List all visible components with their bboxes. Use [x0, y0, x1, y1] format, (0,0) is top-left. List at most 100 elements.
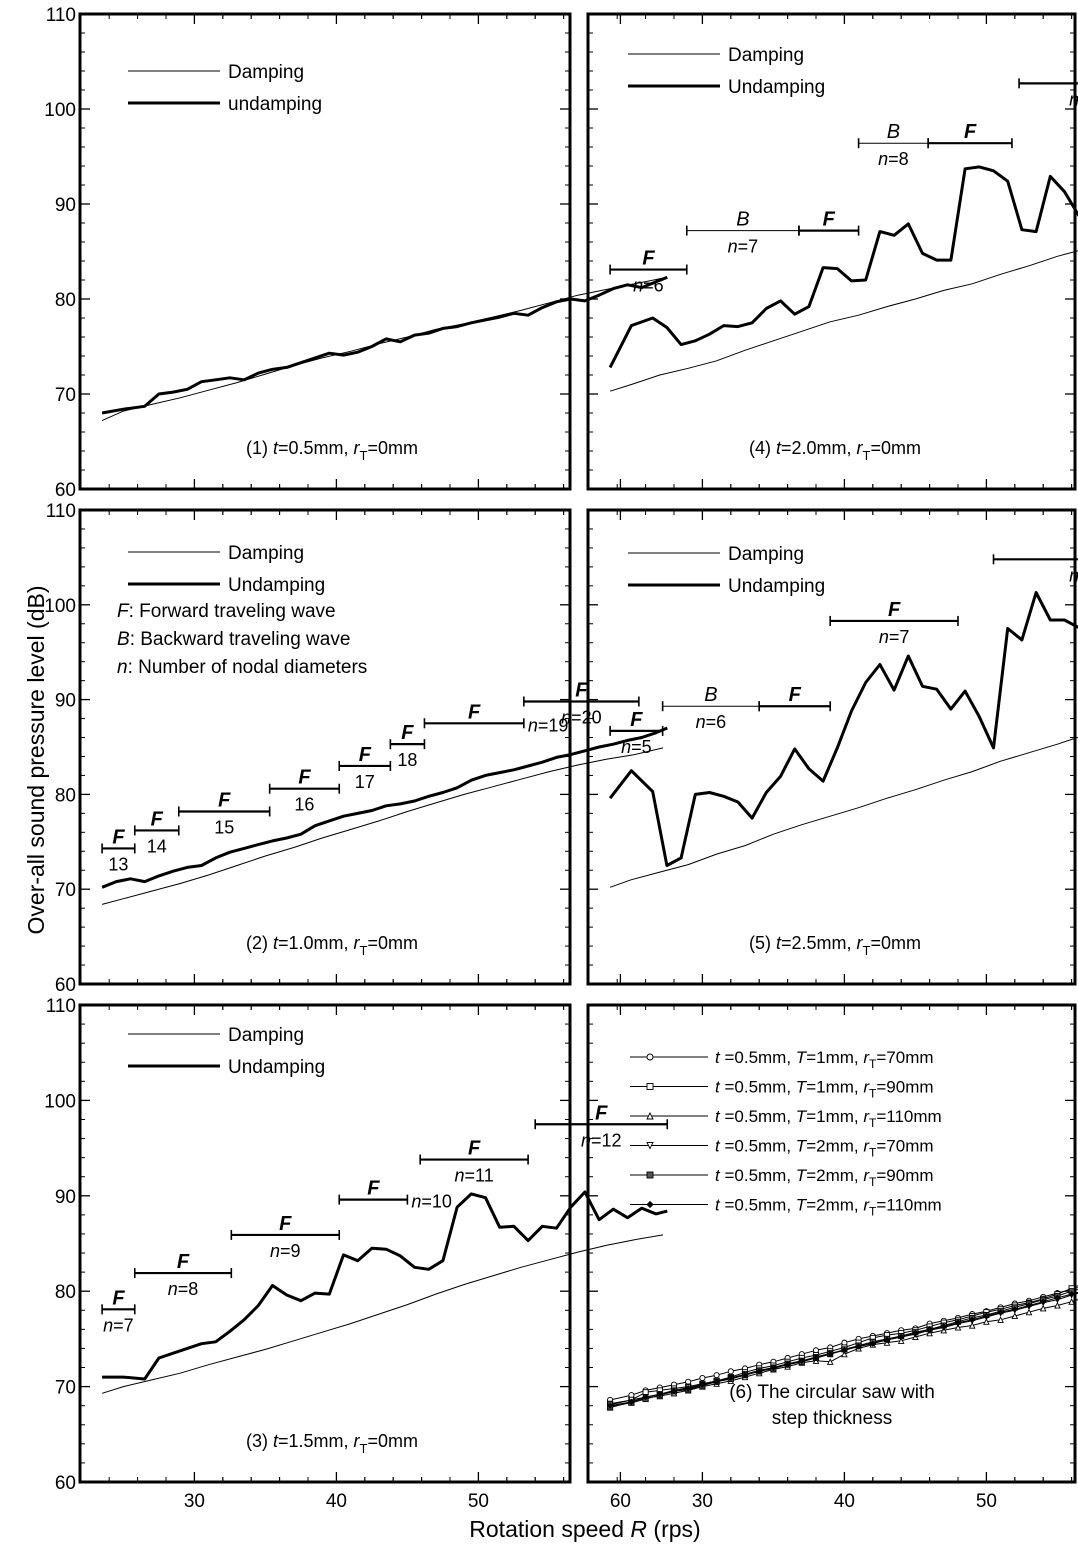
- nodal-diameter-label: n=7: [103, 1315, 134, 1335]
- legend-T-value: =2mm,: [806, 1166, 863, 1185]
- data-point: [1054, 1301, 1061, 1309]
- nodal-diameter-label: n=8: [168, 1279, 199, 1299]
- series-line-2: [608, 165, 1078, 369]
- data-point: [1068, 1298, 1075, 1305]
- legend-entry: t =0.5mm, T=2mm, rT=90mm: [630, 1166, 934, 1189]
- wave-type-label: F: [964, 121, 977, 143]
- legend-label: t =0.5mm, T=2mm, rT=70mm: [715, 1137, 934, 1160]
- wave-annotation: Bn=7: [685, 209, 800, 257]
- legend-entry: t =0.5mm, T=1mm, rT=90mm: [630, 1078, 934, 1101]
- x-tick-label: 30: [184, 1491, 205, 1512]
- caption-radius: =0mm: [368, 438, 419, 458]
- wave-type-label: F: [359, 744, 372, 766]
- legend-t-value: =0.5mm,: [720, 1048, 796, 1067]
- series-line-1: [609, 250, 1078, 392]
- y-tick-label: 60: [55, 480, 76, 501]
- caption-t-symbol: t: [273, 1431, 279, 1451]
- legend-label-damping: Damping: [728, 45, 804, 66]
- nodal-n-symbol: n: [1069, 89, 1078, 109]
- data-point: [940, 1323, 948, 1330]
- data-point: [755, 1368, 763, 1375]
- data-point: [869, 1340, 877, 1347]
- wave-type-label: B: [887, 121, 900, 143]
- legend-label: t =0.5mm, T=1mm, rT=110mm: [715, 1107, 942, 1130]
- series-line-2: [102, 1190, 668, 1381]
- caption-r-symbol: r: [354, 438, 361, 458]
- legend-r-subscript: T: [869, 1087, 877, 1101]
- nodal-diameter-label: n=12: [581, 1130, 622, 1150]
- nodal-n-value: =11: [465, 1166, 494, 1186]
- legend-T-symbol: T: [796, 1137, 808, 1156]
- wave-type-label: F: [177, 1251, 190, 1273]
- legend-r-symbol: r: [863, 1078, 870, 1097]
- y-tick-label: 80: [55, 1282, 76, 1303]
- y-tick-label: 90: [55, 195, 76, 216]
- panel-caption: (4) t=2.0mm, rT=0mm: [749, 438, 921, 463]
- x-axis-label-unit: (rps): [647, 1516, 701, 1542]
- legend-T-value: =1mm,: [806, 1048, 863, 1067]
- legend-note-symbol: n: [117, 657, 128, 678]
- x-tick-label: 30: [692, 1491, 713, 1512]
- caption-r-subscript: T: [863, 448, 871, 463]
- wave-annotation: F 18: [389, 722, 426, 770]
- data-point: [926, 1326, 933, 1333]
- panel-p1: 60 70 80 90 100 110 Damping undamping (1) t=0.5m…: [44, 5, 668, 501]
- y-axis-label: Over-all sound pressure level (dB): [23, 586, 49, 935]
- data-point: [656, 1390, 664, 1398]
- legend-note-symbol: B: [117, 629, 130, 650]
- wave-annotation: Fn=9: [230, 1213, 341, 1261]
- nodal-n-symbol: n: [879, 627, 889, 647]
- nodal-diameter-label: n=9: [270, 1241, 301, 1261]
- legend-t-symbol: t: [715, 1166, 721, 1185]
- caption-number: (5): [749, 933, 776, 953]
- caption-radius: =0mm: [368, 1431, 419, 1451]
- legend-T-symbol: T: [796, 1196, 808, 1215]
- wave-type-label: F: [112, 826, 125, 848]
- data-point: [968, 1316, 976, 1324]
- y-tick-label: 80: [55, 785, 76, 806]
- nodal-diameter-label: n=7: [879, 627, 910, 647]
- legend-label: t =0.5mm, T=1mm, rT=70mm: [715, 1048, 934, 1071]
- legend-r-value: =90mm: [876, 1078, 933, 1097]
- data-point: [727, 1374, 735, 1382]
- nodal-diameter-label: 14: [147, 836, 167, 856]
- legend-label-damping: Damping: [228, 1025, 304, 1046]
- data-point: [628, 1398, 635, 1406]
- panel-p3: 60 70 80 90 100 110 30 40 50 60 Damping Undamping (3…: [44, 996, 669, 1512]
- panel-caption-line-2: step thickness: [772, 1408, 892, 1429]
- series-line-3: [609, 1299, 1078, 1409]
- legend-marker: [646, 1200, 654, 1209]
- nodal-diameter-label: n=6: [696, 712, 727, 732]
- wave-annotation: Bn=8: [857, 121, 929, 169]
- panel-frame: [586, 1003, 1077, 1484]
- panel-caption: (2) t=1.0mm, rT=0mm: [246, 933, 418, 958]
- legend-entry: t =0.5mm, T=1mm, rT=70mm: [630, 1048, 934, 1071]
- legend-entry: t =0.5mm, T=2mm, rT=70mm: [630, 1137, 934, 1160]
- legend-t-symbol: t: [715, 1196, 721, 1215]
- caption-number: (3): [246, 1431, 273, 1451]
- legend-label-undamping: undamping: [228, 94, 322, 115]
- caption-radius: =0mm: [871, 438, 922, 458]
- nodal-n-symbol: n: [103, 1315, 113, 1335]
- legend-entry: t =0.5mm, T=1mm, rT=110mm: [630, 1107, 942, 1130]
- wave-type-label: F: [112, 1287, 125, 1309]
- wave-type-label: F: [298, 767, 311, 789]
- nodal-n-value: =10: [421, 1192, 452, 1212]
- nodal-n-symbol: n: [561, 707, 571, 727]
- legend-r-subscript: T: [869, 1205, 877, 1219]
- data-point: [997, 1308, 1004, 1316]
- legend-T-symbol: T: [796, 1048, 808, 1067]
- nodal-n-value: =8: [178, 1279, 199, 1299]
- legend-r-value: =90mm: [876, 1166, 933, 1185]
- legend-T-symbol: T: [796, 1078, 808, 1097]
- x-axis-label: Rotation speed R (rps): [469, 1516, 700, 1542]
- y-tick-label: 70: [55, 385, 76, 406]
- data-point: [1054, 1294, 1061, 1302]
- nodal-diameter-label: n=19: [528, 715, 569, 735]
- nodal-diameter-label: 13: [108, 854, 128, 874]
- nodal-n-symbol: n: [1069, 565, 1078, 585]
- nodal-diameter-label: n=8: [878, 149, 909, 169]
